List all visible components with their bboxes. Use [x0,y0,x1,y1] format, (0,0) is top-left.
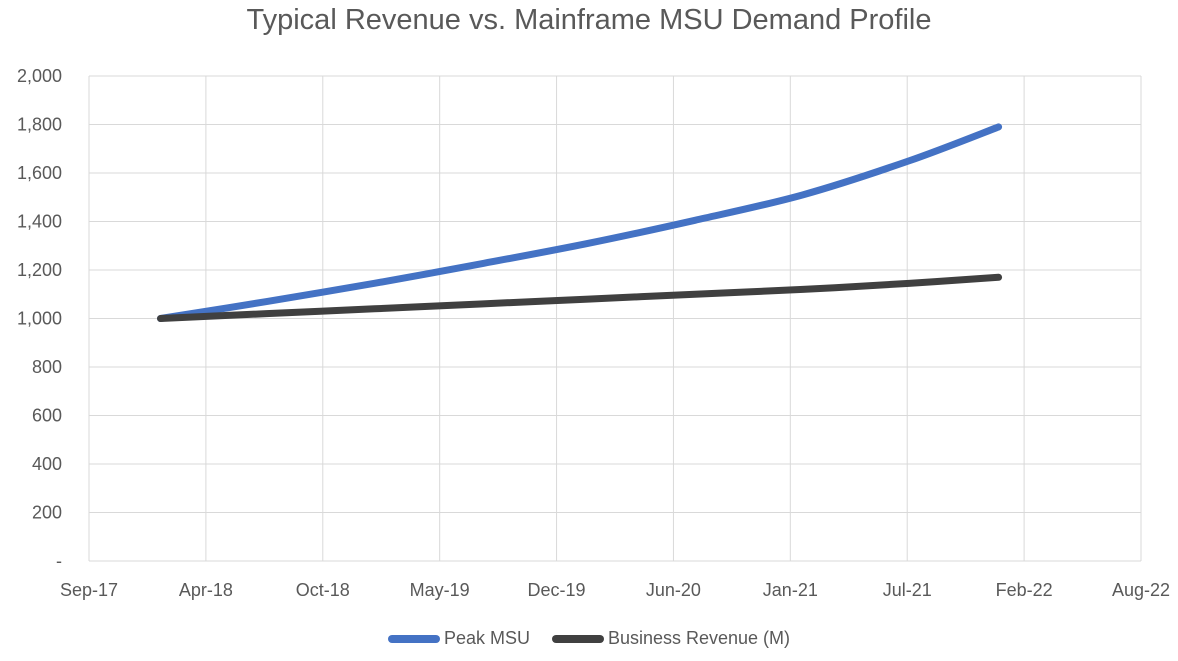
legend-swatch-business-revenue [551,634,604,643]
y-tick-label: 200 [32,503,62,523]
legend: Peak MSU Business Revenue (M) [0,628,1178,649]
x-tick-label: Jun-20 [646,580,701,600]
x-tick-label: Sep-17 [60,580,118,600]
y-tick-label: 1,400 [17,212,62,232]
x-tick-label: Jan-21 [763,580,818,600]
y-tick-label: - [56,551,62,571]
series-line-business-revenue [157,273,1003,322]
chart-title: Typical Revenue vs. Mainframe MSU Demand… [246,4,932,36]
x-tick-label: Oct-18 [296,580,350,600]
y-tick-label: 1,800 [17,115,62,135]
x-tick-label: Jul-21 [883,580,932,600]
series-line-peak-msu [157,123,1003,322]
y-tick-label: 800 [32,357,62,377]
x-tick-label: May-19 [410,580,470,600]
y-tick-label: 600 [32,406,62,426]
y-tick-label: 2,000 [17,66,62,86]
y-tick-label: 400 [32,454,62,474]
legend-swatch-peak-msu [387,634,440,643]
x-tick-label: Dec-19 [528,580,586,600]
x-tick-label: Aug-22 [1112,580,1170,600]
x-tick-label: Feb-22 [996,580,1053,600]
legend-label: Business Revenue (M) [607,628,791,648]
y-tick-label: 1,000 [17,309,62,329]
x-tick-label: Apr-18 [179,580,233,600]
legend-item-business-revenue: Business Revenue (M) [551,628,791,649]
y-tick-label: 1,600 [17,163,62,183]
y-tick-label: 1,200 [17,260,62,280]
legend-label: Peak MSU [443,628,530,648]
legend-item-peak-msu: Peak MSU [387,628,530,649]
